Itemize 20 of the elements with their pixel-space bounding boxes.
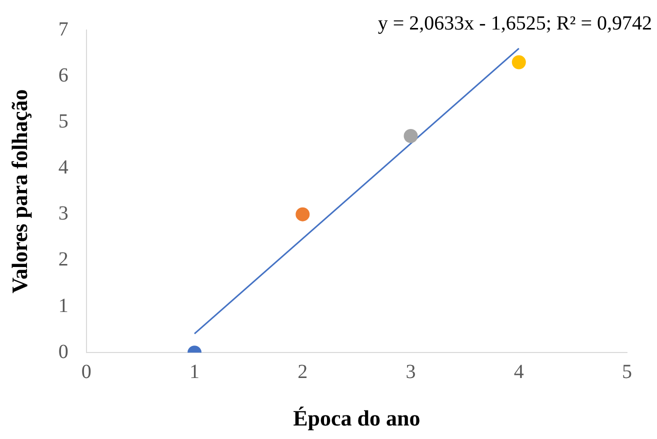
y-tick-label: 4 xyxy=(58,156,68,179)
y-tick-label: 5 xyxy=(58,110,68,132)
y-tick-label: 6 xyxy=(58,64,68,86)
x-tick-label: 1 xyxy=(190,360,200,383)
y-tick-label: 0 xyxy=(58,340,68,363)
x-tick-label: 5 xyxy=(622,360,632,383)
y-axis-title: Valores para folhação xyxy=(6,89,32,294)
x-axis-title: Época do ano xyxy=(293,405,420,430)
point xyxy=(404,128,418,143)
x-tick-label: 0 xyxy=(81,360,92,383)
y-tick-label: 7 xyxy=(58,18,68,40)
point xyxy=(512,55,526,70)
y-tick-label: 1 xyxy=(58,294,68,317)
x-tick-label: 2 xyxy=(298,360,308,383)
x-tick-label: 3 xyxy=(406,360,416,383)
y-tick-label: 3 xyxy=(58,202,68,225)
y-tick-label: 2 xyxy=(58,248,68,271)
annotation: y = 2,0633x - 1,6525; R² = 0,9742 xyxy=(378,12,652,34)
point xyxy=(296,207,310,222)
x-tick-label: 4 xyxy=(514,360,524,383)
